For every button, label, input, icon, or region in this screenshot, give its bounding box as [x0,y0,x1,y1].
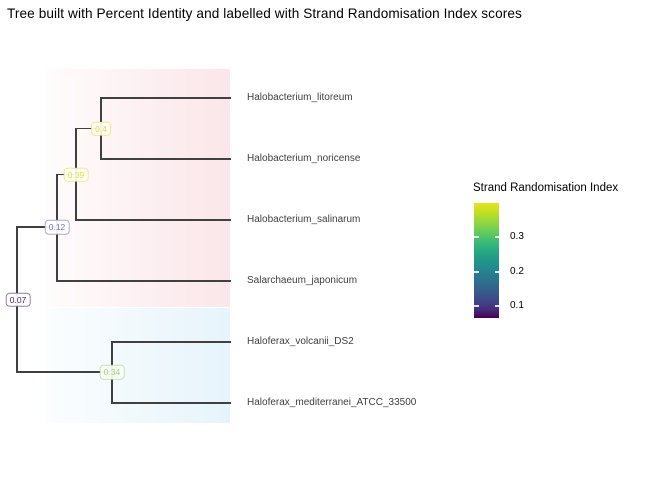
halobacterium-clade-highlight [45,69,230,307]
legend-tick-label: 0.2 [510,266,524,277]
node-score-label: 0.07 [5,292,31,307]
legend-tick-mark-right [494,271,499,273]
node-score-label: 0.12 [44,219,70,235]
haloferax-clade-highlight [45,308,230,423]
legend-tick-mark-left [474,236,479,238]
tree-branch-horizontal [100,97,231,99]
plot-title: Tree built with Percent Identity and lab… [7,6,522,21]
taxon-label: Haloferax_volcanii_DS2 [247,336,354,347]
tree-branch-horizontal [16,226,58,228]
tree-branch-horizontal [56,280,231,282]
legend-tick-mark-left [474,305,479,307]
tree-branch-horizontal [75,219,231,221]
node-score-label: 0.39 [63,167,89,182]
taxon-label: Halobacterium_litoreum [247,92,353,103]
tree-branch-horizontal [75,127,102,130]
legend-tick-mark-right [494,236,499,238]
node-score-label: 0.34 [99,364,125,380]
taxon-label: Halobacterium_salinarum [247,214,361,225]
legend-tick-label: 0.1 [510,300,524,311]
tree-branch-horizontal [16,371,113,373]
taxon-label: Haloferax_mediterranei_ATCC_33500 [247,397,417,408]
tree-branch-horizontal [111,341,231,343]
legend-tick-mark-right [494,305,499,307]
taxon-label: Halobacterium_noricense [247,153,361,164]
node-score-label: 0.4 [91,121,111,136]
legend-tick-mark-left [474,271,479,273]
legend-tick-label: 0.3 [510,231,524,242]
legend-colorbar [474,203,499,318]
taxon-label: Salarchaeum_japonicum [247,275,358,286]
tree-branch-horizontal [111,402,231,404]
tree-branch-horizontal [100,158,231,160]
legend-title: Strand Randomisation Index [473,182,619,194]
